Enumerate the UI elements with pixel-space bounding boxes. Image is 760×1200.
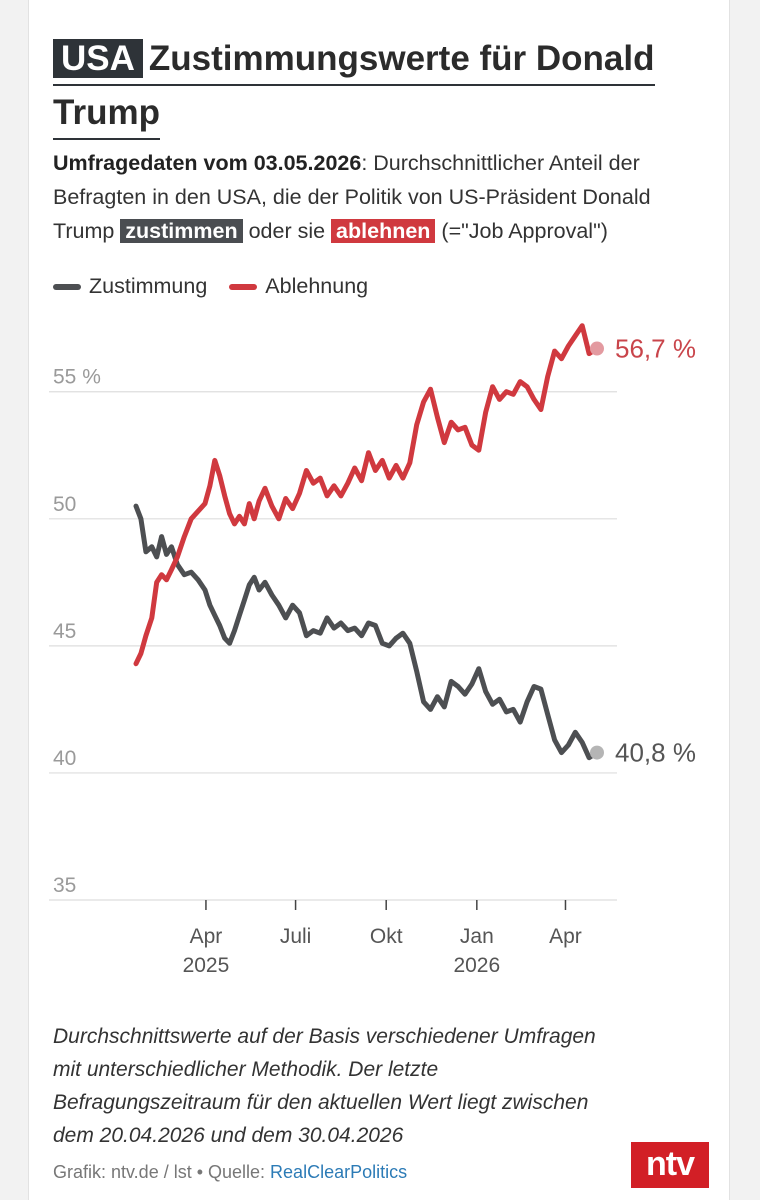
country-tag: USA — [53, 39, 143, 78]
source-prefix: Grafik: ntv.de / lst • Quelle: — [53, 1162, 271, 1182]
highlight-disapprove: ablehnen — [331, 219, 436, 243]
ntv-logo: ntv — [631, 1142, 709, 1188]
legend-item-zustimmung: Zustimmung — [53, 274, 207, 299]
end-point-zustimmung — [590, 745, 604, 760]
end-point-ablehnung — [590, 341, 604, 356]
legend-swatch-zustimmung — [53, 283, 81, 290]
y-tick-label: 45 — [53, 620, 76, 643]
series-line-ablehnung — [133, 323, 600, 667]
source-link[interactable]: RealClearPolitics — [270, 1162, 408, 1182]
subtitle-part2: oder sie — [242, 219, 332, 243]
legend-label-zustimmung: Zustimmung — [89, 274, 208, 298]
footnote: Durchschnittswerte auf der Basis verschi… — [53, 1025, 596, 1147]
line-chart: 55 % 50 45 40 35 Apr 2025 Juli Okt Jan 2026 Apr 40,8… — [49, 323, 696, 977]
legend-label-ablehnung: Ablehnung — [265, 274, 369, 298]
chart-card: USA Zustimmungswerte für Donald Trump Umf… — [28, 0, 730, 1200]
y-tick-label: 40 — [53, 747, 76, 770]
x-tick-label: Apr — [190, 925, 223, 948]
subtitle: Umfragedaten vom 03.05.2026: Durchschnit… — [53, 146, 713, 248]
y-tick-label: 50 — [53, 493, 76, 516]
x-tick-label: Okt — [370, 925, 403, 948]
y-tick-label: 35 — [53, 874, 76, 897]
x-tick-label: Juli — [280, 925, 312, 948]
series-line-zustimmung — [133, 503, 600, 761]
subtitle-date: Umfragedaten vom 03.05.2026 — [53, 151, 362, 175]
y-tick-label: 55 % — [53, 366, 101, 389]
end-label-zustimmung: 40,8 % — [615, 738, 696, 768]
legend-item-ablehnung: Ablehnung — [229, 274, 368, 299]
title-text: Zustimmungswerte für Donald Trump — [53, 39, 655, 132]
x-tick-label: Jan — [460, 925, 494, 948]
subtitle-part1: : Durchschnittlicher Anteil der Befragte… — [53, 151, 651, 243]
x-tick-label: Apr — [549, 925, 582, 948]
x-tick-sublabel: 2026 — [453, 954, 500, 977]
x-tick-sublabel: 2025 — [183, 954, 230, 977]
legend-swatch-ablehnung — [229, 283, 258, 290]
highlight-approve: zustimmen — [120, 219, 243, 243]
page-title: USA Zustimmungswerte für Donald Trump — [53, 32, 693, 140]
legend: Zustimmung Ablehnung — [53, 274, 390, 299]
subtitle-part3: (="Job Approval") — [435, 219, 608, 243]
source-line: Grafik: ntv.de / lst • Quelle: RealClear… — [53, 1162, 407, 1183]
end-label-ablehnung: 56,7 % — [615, 334, 696, 364]
